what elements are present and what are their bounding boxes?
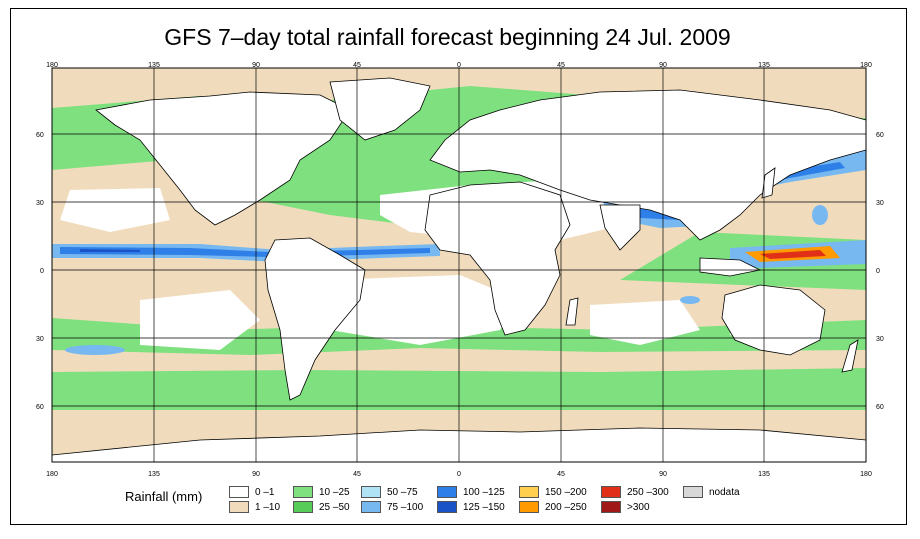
legend-label: 250 –300 — [627, 487, 669, 498]
legend-label: 0 –1 — [255, 487, 275, 498]
lat-label: 60 — [36, 132, 44, 139]
lat-label: 30 — [36, 336, 44, 343]
lat-labels-left: 60 30 0 30 60 — [36, 132, 44, 411]
lon-label: 90 — [252, 62, 260, 69]
legend-swatch — [437, 501, 457, 513]
lon-label: 135 — [758, 471, 770, 478]
lon-label: 135 — [148, 471, 160, 478]
figure-frame — [10, 8, 907, 525]
legend-label: 1 –10 — [255, 502, 281, 513]
legend-swatch — [361, 486, 381, 498]
lat-label: 30 — [876, 200, 884, 207]
lon-labels-bottom: 180 135 90 45 0 45 90 135 180 — [46, 471, 872, 478]
lon-label: 135 — [758, 62, 770, 69]
lat-label: 60 — [876, 404, 884, 411]
legend-swatch — [229, 501, 249, 513]
lon-label: 0 — [457, 62, 461, 69]
legend-swatch — [293, 501, 313, 513]
legend-swatch — [519, 501, 539, 513]
lon-label: 90 — [659, 471, 667, 478]
lon-label: 45 — [557, 471, 565, 478]
graticule — [52, 68, 866, 462]
map-title: GFS 7–day total rainfall forecast beginn… — [164, 24, 731, 50]
lon-label: 180 — [860, 62, 872, 69]
legend-label: 200 –250 — [545, 502, 587, 513]
lon-labels-top: 180 135 90 45 0 45 90 135 180 — [46, 62, 872, 69]
legend-swatch — [601, 501, 621, 513]
lat-label: 0 — [876, 268, 880, 275]
lon-label: 90 — [252, 471, 260, 478]
legend-label: >300 — [627, 502, 650, 513]
legend-swatch — [361, 501, 381, 513]
legend-label: 10 –25 — [319, 487, 350, 498]
legend-swatch — [293, 486, 313, 498]
legend-label: 50 –75 — [387, 487, 418, 498]
legend-swatch — [437, 486, 457, 498]
lon-label: 180 — [46, 471, 58, 478]
legend-swatch — [519, 486, 539, 498]
lon-label: 90 — [659, 62, 667, 69]
lat-label: 30 — [36, 200, 44, 207]
lon-label: 180 — [46, 62, 58, 69]
map-border — [51, 67, 867, 463]
legend-label: 125 –150 — [463, 502, 505, 513]
lon-label: 45 — [557, 62, 565, 69]
legend-label: nodata — [709, 487, 740, 498]
lon-label: 0 — [457, 471, 461, 478]
lat-label: 30 — [876, 336, 884, 343]
legend-title: Rainfall (mm) — [125, 489, 203, 504]
lat-labels-right: 60 30 0 30 60 — [876, 132, 884, 411]
lat-label: 60 — [876, 132, 884, 139]
legend-label: 25 –50 — [319, 502, 350, 513]
legend-label: 75 –100 — [387, 502, 424, 513]
legend-label: 150 –200 — [545, 487, 587, 498]
legend-swatch — [601, 486, 621, 498]
legend-label: 100 –125 — [463, 487, 505, 498]
lat-label: 0 — [40, 268, 44, 275]
lon-label: 180 — [860, 471, 872, 478]
legend-swatch — [683, 486, 703, 498]
lat-label: 60 — [36, 404, 44, 411]
lon-label: 45 — [353, 471, 361, 478]
lon-label: 45 — [353, 62, 361, 69]
legend-swatch — [229, 486, 249, 498]
lon-label: 135 — [148, 62, 160, 69]
